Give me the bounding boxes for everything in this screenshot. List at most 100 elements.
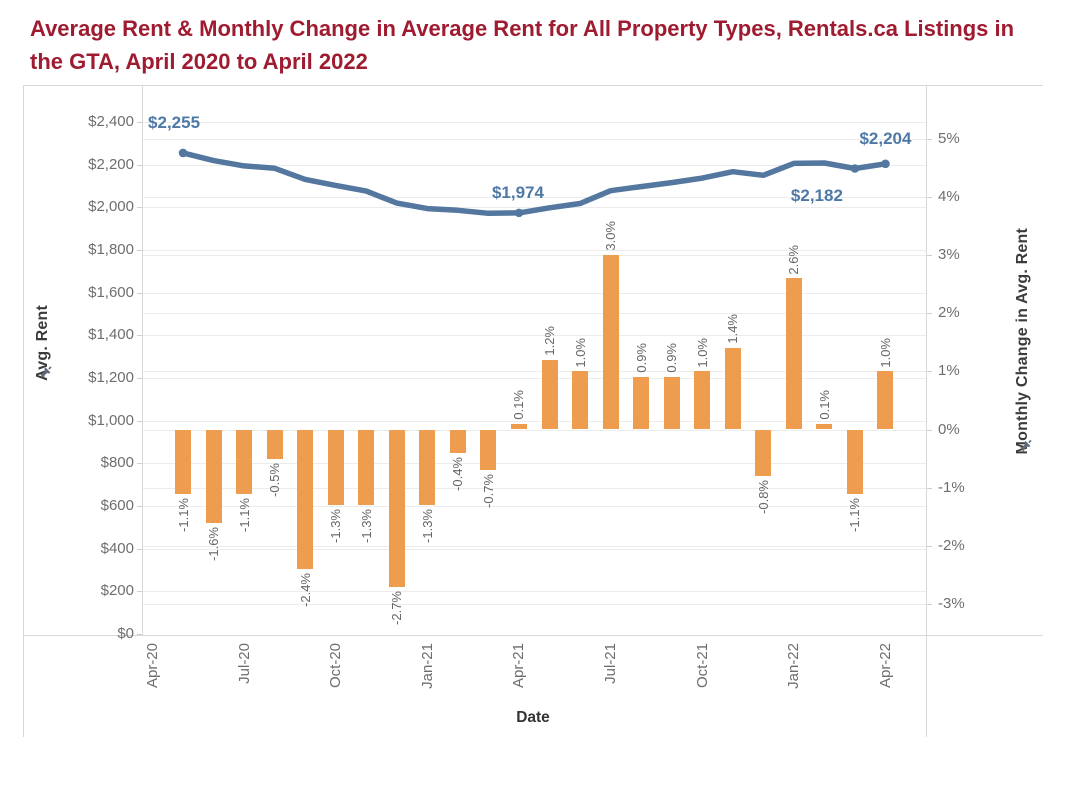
- right-axis-tick: [927, 487, 932, 489]
- x-axis-tick-label: Apr-21: [510, 643, 528, 689]
- right-axis-tick-label: -3%: [938, 595, 965, 613]
- bar-monthly-change: [297, 429, 314, 570]
- bar-monthly-change: [602, 254, 619, 430]
- gridline-rent: [142, 335, 926, 337]
- right-axis-tick-label: -1%: [938, 478, 965, 496]
- left-axis-title: Avg. Rent: [34, 305, 52, 381]
- right-axis-tick-label: 1%: [938, 362, 960, 380]
- left-axis-tick-label: $1,600: [88, 283, 134, 301]
- gridline-pct: [142, 371, 926, 373]
- gridline-rent: [142, 463, 926, 465]
- left-axis-tick: [137, 463, 142, 465]
- left-axis-tick-label: $200: [100, 582, 134, 600]
- right-axis-tick: [927, 138, 932, 140]
- bar-monthly-change: [358, 429, 375, 506]
- x-axis-tick-label: Oct-20: [327, 643, 345, 689]
- bar-monthly-change: [266, 429, 283, 459]
- x-axis-tick-label: Apr-20: [144, 643, 161, 689]
- left-axis-tick: [137, 207, 142, 209]
- line-point-marker: [514, 208, 524, 218]
- gridline-pct: [142, 313, 926, 315]
- right-axis-tick-label: -2%: [938, 536, 965, 554]
- gridline-pct: [142, 196, 926, 198]
- x-axis-tick-label: Jul-20: [235, 643, 253, 684]
- gridline-pct: [142, 487, 926, 489]
- bar-monthly-change: [724, 348, 741, 430]
- gridline-pct: [142, 254, 926, 256]
- bar-monthly-change: [327, 429, 344, 506]
- right-axis-tick: [927, 545, 932, 547]
- left-axis-tick: [137, 506, 142, 507]
- bar-monthly-change: [449, 429, 466, 453]
- x-axis-tick-label: Jul-21: [602, 643, 620, 684]
- right-axis-tick: [927, 371, 932, 373]
- bar-monthly-change: [572, 371, 589, 430]
- gridline-rent: [142, 420, 926, 422]
- right-axis-tick: [927, 313, 932, 315]
- right-axis-tick: [927, 196, 932, 198]
- gridline-rent: [142, 548, 926, 550]
- right-axis-tick-label: 2%: [938, 304, 960, 322]
- x-axis-tick-label: Jan-21: [418, 643, 436, 689]
- right-axis-title: Monthly Change in Avg. Rent: [1014, 228, 1032, 455]
- gridline-rent: [142, 506, 926, 507]
- left-axis-tick: [137, 250, 142, 251]
- line-point-annotation: $2,255: [148, 113, 201, 132]
- right-axis-tick-label: 0%: [938, 420, 960, 438]
- bar-monthly-change: [510, 423, 527, 430]
- right-axis-tick-label: 3%: [938, 245, 960, 263]
- left-axis-tick: [137, 420, 142, 422]
- left-axis-tick-label: $2,400: [88, 113, 134, 130]
- right-axis-tick: [927, 254, 932, 256]
- right-axis-tick-label: 4%: [938, 187, 960, 205]
- left-axis-tick: [137, 378, 142, 379]
- plot-border-right: [926, 85, 927, 737]
- bar-monthly-change: [694, 371, 711, 430]
- line-point-annotation: $2,182: [790, 186, 843, 205]
- right-axis-tick: [927, 604, 932, 606]
- gridline-pct: [142, 138, 926, 140]
- bar-monthly-change: [480, 429, 497, 471]
- left-axis-tick: [137, 164, 142, 166]
- left-axis-tick-label: $0: [117, 625, 134, 642]
- line-point-annotation: $1,974: [491, 183, 544, 202]
- left-axis-tick-label: $2,200: [88, 155, 134, 173]
- left-axis-tick: [137, 548, 142, 550]
- axis-line-left: [142, 85, 143, 635]
- plot-border-bottom: [23, 635, 1043, 636]
- bar-monthly-change: [236, 429, 253, 494]
- left-axis-tick: [137, 292, 142, 294]
- bar-monthly-change: [816, 423, 833, 430]
- left-axis-tick: [137, 634, 142, 635]
- bar-monthly-change: [877, 371, 894, 430]
- left-axis-tick-label: $1,400: [88, 326, 134, 344]
- pane-border-left: [23, 85, 24, 737]
- left-axis-tick-label: $800: [100, 454, 134, 472]
- left-axis-tick-label: $600: [100, 497, 134, 514]
- x-axis-tick-label: Oct-21: [693, 643, 711, 689]
- gridline-rent: [142, 164, 926, 166]
- x-axis-tick-label: Jan-22: [785, 643, 803, 689]
- left-axis-tick: [137, 591, 142, 593]
- left-axis-tick-label: $2,000: [88, 198, 134, 216]
- bar-monthly-change: [755, 429, 772, 477]
- bar-monthly-change: [388, 429, 405, 587]
- left-axis-tick-label: $1,800: [88, 241, 134, 258]
- bar-monthly-change: [541, 359, 558, 430]
- line-point-marker: [881, 159, 890, 169]
- bar-monthly-change: [785, 278, 802, 430]
- gridline-rent: [142, 292, 926, 294]
- bar-monthly-change: [175, 429, 192, 494]
- plot-border-top: [23, 85, 1043, 86]
- gridline-rent: [142, 250, 926, 251]
- pushpin-icon: [39, 366, 52, 379]
- gridline-pct: [142, 545, 926, 547]
- bar-monthly-change: [205, 429, 222, 523]
- gridline-pct: [142, 429, 926, 431]
- left-axis-tick-label: $1,000: [88, 411, 134, 429]
- avg-rent-line: [180, 150, 889, 217]
- left-axis-tick: [137, 335, 142, 337]
- line-point-annotation: $2,204: [859, 129, 912, 148]
